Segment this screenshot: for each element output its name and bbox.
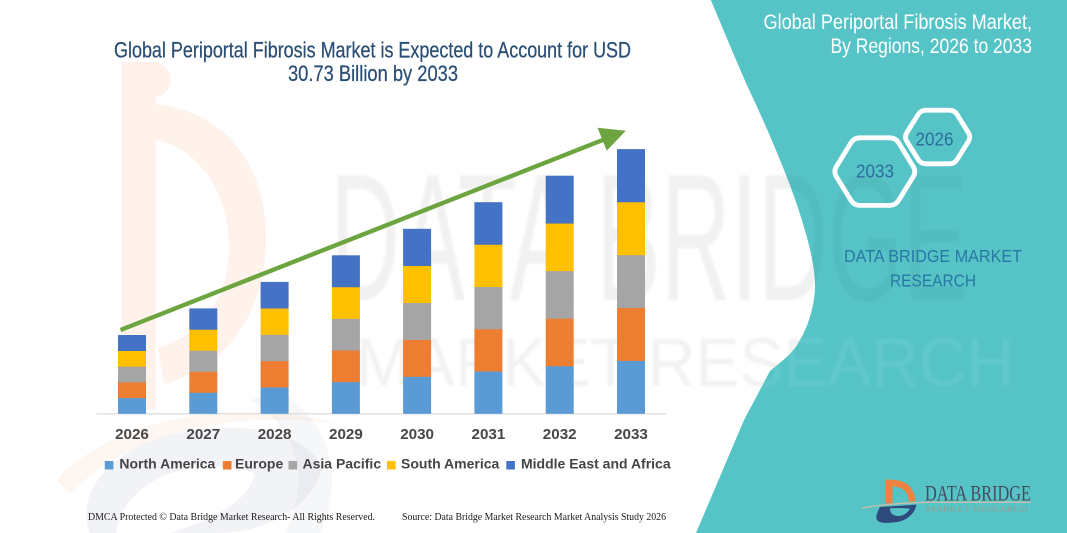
svg-text:2027: 2027 (186, 426, 220, 443)
svg-text:DATA BRIDGE: DATA BRIDGE (925, 481, 1031, 506)
svg-text:MARKET RESEARCH: MARKET RESEARCH (926, 506, 1028, 513)
svg-text:2026: 2026 (916, 128, 954, 149)
svg-text:2026: 2026 (115, 426, 149, 443)
svg-text:Global Periportal Fibrosis Mar: Global Periportal Fibrosis Market is Exp… (114, 37, 631, 62)
svg-text:2030: 2030 (400, 426, 434, 443)
svg-text:2028: 2028 (258, 426, 292, 443)
svg-text:2029: 2029 (329, 426, 363, 443)
svg-text:2032: 2032 (543, 426, 577, 443)
svg-text:Source: Data Bridge Market Res: Source: Data Bridge Market Research Mark… (402, 512, 666, 523)
svg-text:Europe: Europe (235, 456, 283, 472)
svg-text:2033: 2033 (614, 426, 648, 443)
svg-text:DMCA Protected © Data Bridge M: DMCA Protected © Data Bridge Market Rese… (88, 512, 375, 523)
svg-text:DATA BRIDGE MARKET: DATA BRIDGE MARKET (844, 246, 1022, 266)
svg-text:2031: 2031 (472, 426, 506, 443)
svg-text:Middle East and Africa: Middle East and Africa (521, 456, 671, 472)
svg-text:30.73 Billion by 2033: 30.73 Billion by 2033 (288, 61, 458, 86)
svg-text:North America: North America (119, 456, 215, 472)
svg-text:Asia Pacific: Asia Pacific (303, 456, 382, 472)
svg-text:2033: 2033 (856, 161, 894, 182)
svg-text:Global Periportal Fibrosis Mar: Global Periportal Fibrosis Market, (764, 10, 1033, 34)
svg-text:RESEARCH: RESEARCH (890, 270, 976, 290)
svg-text:South America: South America (401, 456, 499, 472)
svg-text:By Regions, 2026 to 2033: By Regions, 2026 to 2033 (831, 34, 1033, 58)
